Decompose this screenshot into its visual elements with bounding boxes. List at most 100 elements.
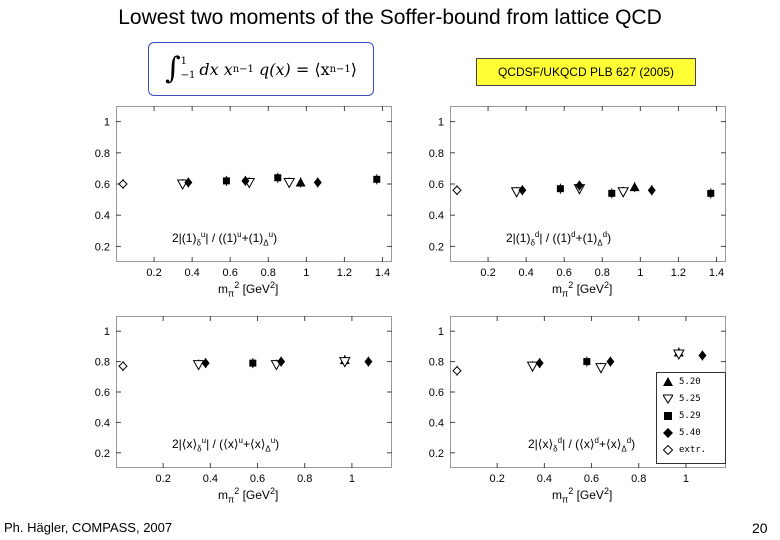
formula-rhs-open: ⟨x xyxy=(314,59,330,79)
ytick-label: 0.8 xyxy=(95,148,110,160)
xtick-label: 0.2 xyxy=(156,473,171,485)
ratio-sep: | / (⟨x⟩ xyxy=(206,437,239,451)
xaxis-unit-sup: 2 xyxy=(269,486,275,496)
ratio-num: 2|⟨x⟩ xyxy=(528,437,554,451)
ratio-label-bottom-left: 2|⟨x⟩δu| / (⟨x⟩u+⟨x⟩Δu) xyxy=(172,436,279,453)
xaxis-unit-sup: 2 xyxy=(269,280,275,290)
ytick-label: 0.8 xyxy=(95,357,110,369)
xtick-label: 0.8 xyxy=(297,473,312,485)
data-point-square xyxy=(249,359,257,367)
xaxis-sub: π xyxy=(562,288,569,299)
data-point-diamond xyxy=(241,175,250,186)
formula-rhs-exponent: n−1 xyxy=(329,63,351,75)
data-point-diamond-open xyxy=(118,179,128,189)
xtick-label: 0.8 xyxy=(595,267,610,279)
xaxis-sup: 2 xyxy=(568,486,574,496)
footer-author: Ph. Hägler, COMPASS, 2007 xyxy=(4,520,173,535)
ratio-plus: +(1) xyxy=(241,231,264,245)
xtick-label: 0.2 xyxy=(480,267,495,279)
xaxis-close: ] xyxy=(608,282,613,296)
ratio-num-sup: d xyxy=(557,436,563,445)
data-point-triangle-down xyxy=(672,349,685,361)
ratio-close: ) xyxy=(631,437,636,451)
plot-top-right-svg: 0.2 0.4 0.6 0.8 1 0.2 0.4 0.6 0.8 1 1.2 1.4 xyxy=(429,106,726,279)
ytick-label: 0.4 xyxy=(95,210,110,222)
data-point-diamond xyxy=(201,358,210,369)
data-point-square xyxy=(274,174,282,182)
xaxis-unit-sup: 2 xyxy=(603,280,609,290)
xtick-label: 0.4 xyxy=(203,473,218,485)
plot-bottom-left: 0.2 0.4 0.6 0.8 1 0.2 0.4 0.6 0.8 1 xyxy=(95,316,392,485)
xaxis-sup: 2 xyxy=(234,280,240,290)
data-point-diamond-open xyxy=(452,185,462,195)
ratio-num-sup: u xyxy=(200,230,206,239)
xaxis-sub: π xyxy=(228,494,235,505)
xtick-label: 1.4 xyxy=(709,267,724,279)
data-point-diamond xyxy=(184,177,193,188)
xtick-label: 1.2 xyxy=(671,267,686,279)
ratio-num: 2|(1) xyxy=(506,231,531,245)
data-point-diamond-open xyxy=(118,361,128,371)
plot-top-right: 0.2 0.4 0.6 0.8 1 0.2 0.4 0.6 0.8 1 1.2 1.4 xyxy=(429,106,726,279)
plot-bottom-left-svg: 0.2 0.4 0.6 0.8 1 0.2 0.4 0.6 0.8 1 xyxy=(95,316,392,485)
xtick-label: 0.4 xyxy=(537,473,552,485)
ratio-num-sub: δ xyxy=(197,444,202,454)
diamond-icon xyxy=(663,427,673,438)
legend-label: 5.29 xyxy=(679,410,701,421)
xaxis-sub: π xyxy=(562,494,569,505)
ratio-label-top-right: 2|(1)δd| / ((1)d+(1)Δd) xyxy=(506,230,611,247)
xtick-label: 1.2 xyxy=(337,267,352,279)
ratio-b-sup: u xyxy=(270,436,276,445)
legend-label: 5.20 xyxy=(679,376,701,387)
formula-body: dx x xyxy=(199,59,233,79)
legend-label: extr. xyxy=(679,444,707,455)
data-point-diamond xyxy=(364,356,373,367)
formula-rhs-close: ⟩ xyxy=(350,59,358,79)
plot-frame xyxy=(450,106,726,262)
xaxis-m: m xyxy=(218,282,228,296)
ytick-label: 0.2 xyxy=(95,448,110,460)
ytick-label: 1 xyxy=(104,326,110,338)
xaxis-title-top-right: mπ2 [GeV2] xyxy=(552,280,612,298)
data-point-triangle-up xyxy=(295,177,306,187)
xaxis-close: ] xyxy=(274,488,279,502)
data-point-triangle-up xyxy=(629,182,640,192)
xtick-label: 1.4 xyxy=(375,267,390,279)
ratio-plus: +⟨x⟩ xyxy=(243,437,266,451)
ytick-label: 0.6 xyxy=(429,387,444,399)
ratio-num-sup: u xyxy=(201,436,207,445)
data-point-diamond xyxy=(535,358,544,369)
ratio-a-sup: u xyxy=(237,230,242,239)
legend-item: 5.25 xyxy=(657,390,725,407)
ytick-label: 0.6 xyxy=(95,179,110,191)
integral-limits: 1 −1 xyxy=(181,55,196,83)
reference-badge: QCDSF/UKQCD PLB 627 (2005) xyxy=(476,58,696,86)
ratio-a-sup: u xyxy=(238,436,243,445)
xtick-label: 1 xyxy=(637,267,643,279)
data-point-triangle-down xyxy=(283,177,296,189)
data-point-diamond xyxy=(575,180,584,191)
data-point-square xyxy=(373,175,381,183)
ytick-label: 0.6 xyxy=(429,179,444,191)
ratio-b-sub: Δ xyxy=(263,238,269,248)
ratio-plus: +⟨x⟩ xyxy=(599,437,622,451)
xaxis-title-bottom-left: mπ2 [GeV2] xyxy=(218,486,278,504)
xaxis-unit: [GeV xyxy=(576,488,604,502)
data-point-triangle-down xyxy=(526,361,539,373)
legend-label: 5.40 xyxy=(679,427,701,438)
data-point-square xyxy=(556,185,564,193)
xtick-label: 0.8 xyxy=(631,473,646,485)
legend-label: 5.25 xyxy=(679,393,701,404)
ratio-plus: +(1) xyxy=(575,231,598,245)
triangle-up-icon xyxy=(663,376,673,386)
legend-item: 5.40 xyxy=(657,424,725,441)
xtick-label: 0.8 xyxy=(261,267,276,279)
data-point-diamond-open xyxy=(452,366,462,376)
ratio-num-sub: δ xyxy=(530,238,535,248)
formula-equals: = xyxy=(295,59,310,79)
ratio-b-sup: u xyxy=(268,230,274,239)
ytick-label: 1 xyxy=(104,117,110,129)
plot-frame xyxy=(116,316,392,468)
xtick-label: 0.4 xyxy=(184,267,199,279)
integral-upper-limit: 1 xyxy=(180,56,187,67)
